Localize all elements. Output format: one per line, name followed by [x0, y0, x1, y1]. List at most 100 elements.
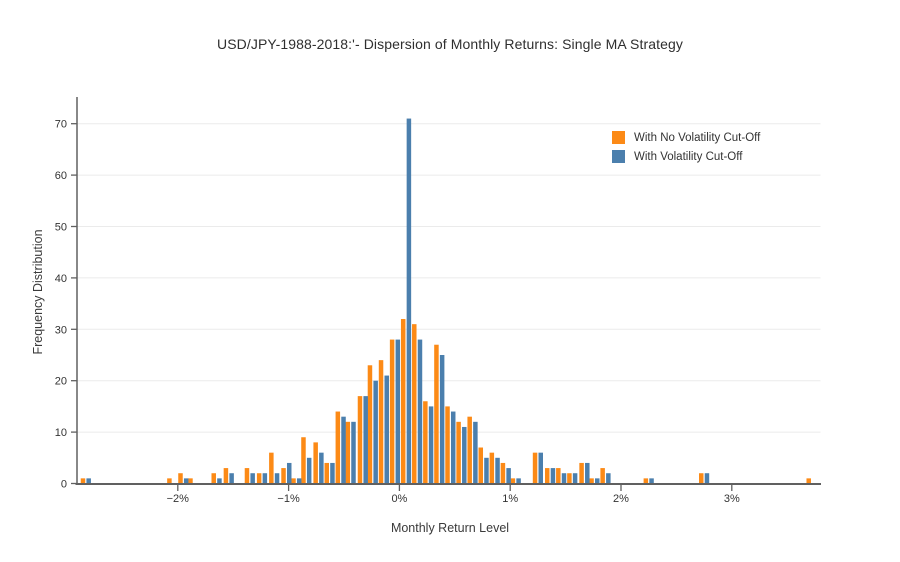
y-tick-label-60: 60 — [55, 170, 67, 182]
no-volatility-cutoff-swatch-icon — [612, 131, 625, 144]
bar-s0-13 — [324, 462, 329, 484]
y-tick-label-10: 10 — [55, 427, 67, 439]
bar-s1-12 — [319, 452, 324, 484]
bar-s1-23 — [439, 355, 445, 484]
bar-s1-7 — [262, 473, 268, 484]
bar-s1-5 — [229, 473, 234, 484]
x-tick-label-2: 2% — [613, 493, 629, 505]
bar-s0-19 — [389, 339, 395, 484]
bar-s1-36 — [595, 478, 600, 484]
x-tick-label--2: −2% — [167, 493, 190, 505]
bar-s0-16 — [357, 396, 363, 484]
bar-s1-32 — [550, 468, 556, 484]
bar-s0-26 — [467, 416, 472, 484]
legend-label-volatility-cutoff: With Volatility Cut-Off — [634, 150, 743, 163]
bar-s0-25 — [456, 421, 461, 484]
y-tick-label-70: 70 — [55, 119, 67, 131]
bar-s1-29 — [506, 468, 511, 484]
bar-s0-34 — [567, 473, 572, 484]
bar-s0-27 — [478, 447, 484, 484]
bar-s0-21 — [412, 324, 417, 484]
bar-s0-2 — [178, 473, 183, 484]
bar-s0-9 — [281, 468, 286, 484]
bar-s1-17 — [373, 380, 378, 484]
bar-s1-4 — [217, 478, 222, 484]
y-tick-label-40: 40 — [55, 273, 67, 285]
bar-s0-4 — [211, 473, 216, 484]
bar-s1-20 — [406, 118, 412, 484]
y-tick-label-30: 30 — [55, 324, 67, 336]
bar-s1-19 — [395, 339, 401, 484]
y-axis-title: Frequency Distribution — [31, 229, 45, 355]
bar-s1-25 — [462, 426, 467, 484]
bar-s0-14 — [335, 411, 341, 484]
legend: With No Volatility Cut-Off With Volatili… — [612, 131, 760, 169]
x-tick-label-3: 3% — [724, 493, 740, 505]
bar-s0-18 — [378, 360, 384, 484]
bar-s0-22 — [423, 401, 428, 484]
bar-s1-14 — [341, 416, 346, 484]
bar-s1-13 — [330, 462, 335, 484]
bar-s0-5 — [223, 468, 229, 484]
x-tick-label-1: 1% — [502, 493, 518, 505]
bar-s0-33 — [556, 468, 561, 484]
bar-s0-39 — [699, 473, 704, 484]
x-tick-label-0: 0% — [391, 493, 407, 505]
bar-s1-39 — [704, 473, 710, 484]
bar-s0-0 — [80, 478, 86, 484]
bar-s1-15 — [351, 421, 356, 484]
chart-title: USD/JPY-1988-2018:'- Dispersion of Month… — [217, 36, 683, 52]
volatility-cutoff-swatch-icon — [612, 150, 625, 163]
legend-label-no-volatility-cutoff: With No Volatility Cut-Off — [634, 131, 761, 144]
bar-s1-28 — [495, 457, 500, 484]
bar-s1-31 — [538, 452, 543, 484]
bar-s0-37 — [600, 468, 605, 484]
bar-s0-23 — [434, 344, 439, 484]
bar-s0-8 — [269, 452, 274, 484]
bar-s0-17 — [367, 365, 373, 484]
bar-s0-10 — [291, 478, 296, 484]
bar-s1-38 — [649, 478, 654, 484]
bar-s1-33 — [561, 473, 567, 484]
bar-s0-15 — [345, 421, 351, 484]
bar-s0-1 — [167, 478, 172, 484]
x-axis-title: Monthly Return Level — [390, 521, 510, 535]
bar-s0-40 — [806, 478, 811, 484]
bar-s1-35 — [585, 462, 590, 484]
bar-s1-24 — [450, 411, 456, 484]
bar-s0-28 — [489, 452, 495, 484]
bar-s1-11 — [306, 457, 312, 484]
legend-item-no-volatility-cutoff[interactable]: With No Volatility Cut-Off — [612, 131, 760, 144]
y-tick-label-20: 20 — [55, 376, 67, 388]
bar-s0-20 — [400, 319, 406, 484]
legend-item-volatility-cutoff[interactable]: With Volatility Cut-Off — [612, 150, 760, 163]
bar-s1-2 — [183, 478, 189, 484]
bar-s0-31 — [532, 452, 538, 484]
bar-s1-18 — [384, 375, 389, 484]
bar-s0-29 — [500, 462, 506, 484]
bar-s1-9 — [286, 462, 292, 484]
bar-s1-34 — [572, 473, 578, 484]
bar-s0-36 — [589, 478, 594, 484]
bar-s0-24 — [445, 406, 450, 484]
bar-s1-30 — [516, 478, 521, 484]
bar-s0-30 — [510, 478, 516, 484]
bar-s1-27 — [484, 457, 489, 484]
bar-s0-38 — [643, 478, 649, 484]
bar-s0-11 — [301, 437, 306, 484]
bar-s1-37 — [606, 473, 611, 484]
bar-s0-32 — [544, 468, 550, 484]
bar-s1-8 — [274, 473, 280, 484]
bar-s1-10 — [296, 478, 302, 484]
bar-s1-6 — [250, 473, 255, 484]
y-tick-label-50: 50 — [55, 222, 67, 234]
bar-s1-16 — [363, 396, 368, 484]
bar-s1-22 — [428, 406, 434, 484]
x-tick-label--1: −1% — [277, 493, 300, 505]
bar-s0-35 — [579, 462, 584, 484]
bar-s0-6 — [244, 468, 250, 484]
bar-s0-12 — [313, 442, 318, 484]
bar-s0-3 — [188, 478, 193, 484]
